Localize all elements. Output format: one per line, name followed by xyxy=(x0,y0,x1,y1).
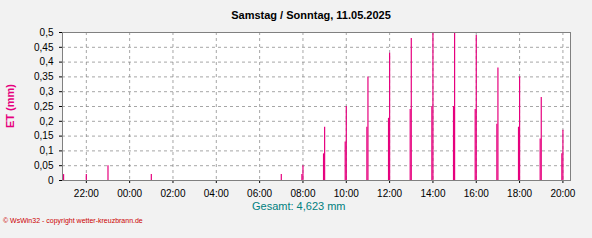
svg-text:04:00: 04:00 xyxy=(204,188,229,198)
svg-text:08:00: 08:00 xyxy=(290,188,315,198)
svg-text:00:00: 00:00 xyxy=(117,188,142,198)
svg-text:0: 0 xyxy=(48,175,54,186)
svg-text:0,2: 0,2 xyxy=(40,116,54,127)
svg-text:12:00: 12:00 xyxy=(377,188,402,198)
svg-text:0,5: 0,5 xyxy=(40,27,54,38)
svg-text:0,45: 0,45 xyxy=(34,42,54,53)
svg-text:14:00: 14:00 xyxy=(420,188,445,198)
svg-text:20:00: 20:00 xyxy=(550,188,575,198)
svg-text:0,05: 0,05 xyxy=(34,160,54,171)
svg-text:0,15: 0,15 xyxy=(34,130,54,141)
svg-text:22:00: 22:00 xyxy=(74,188,99,198)
html-text:© WsWin32 - copyright wetter-k: © WsWin32 - copyright wetter-kreuzbrann.… xyxy=(3,217,143,224)
svg-text:02:00: 02:00 xyxy=(160,188,185,198)
svg-text:0,25: 0,25 xyxy=(34,101,54,112)
svg-text:0,1: 0,1 xyxy=(40,145,54,156)
svg-text:0,35: 0,35 xyxy=(34,71,54,82)
svg-text:0,4: 0,4 xyxy=(40,56,54,67)
svg-text:18:00: 18:00 xyxy=(507,188,532,198)
svg-text:0,3: 0,3 xyxy=(40,86,54,97)
html-text:Gesamt: 4,623 mm: Gesamt: 4,623 mm xyxy=(252,200,346,212)
svg-text:16:00: 16:00 xyxy=(464,188,489,198)
svg-text:10:00: 10:00 xyxy=(334,188,359,198)
svg-text:06:00: 06:00 xyxy=(247,188,272,198)
svg-text:ET (mm): ET (mm) xyxy=(4,84,16,128)
html-text:Samstag / Sonntag, 11.05.2025: Samstag / Sonntag, 11.05.2025 xyxy=(231,9,391,21)
